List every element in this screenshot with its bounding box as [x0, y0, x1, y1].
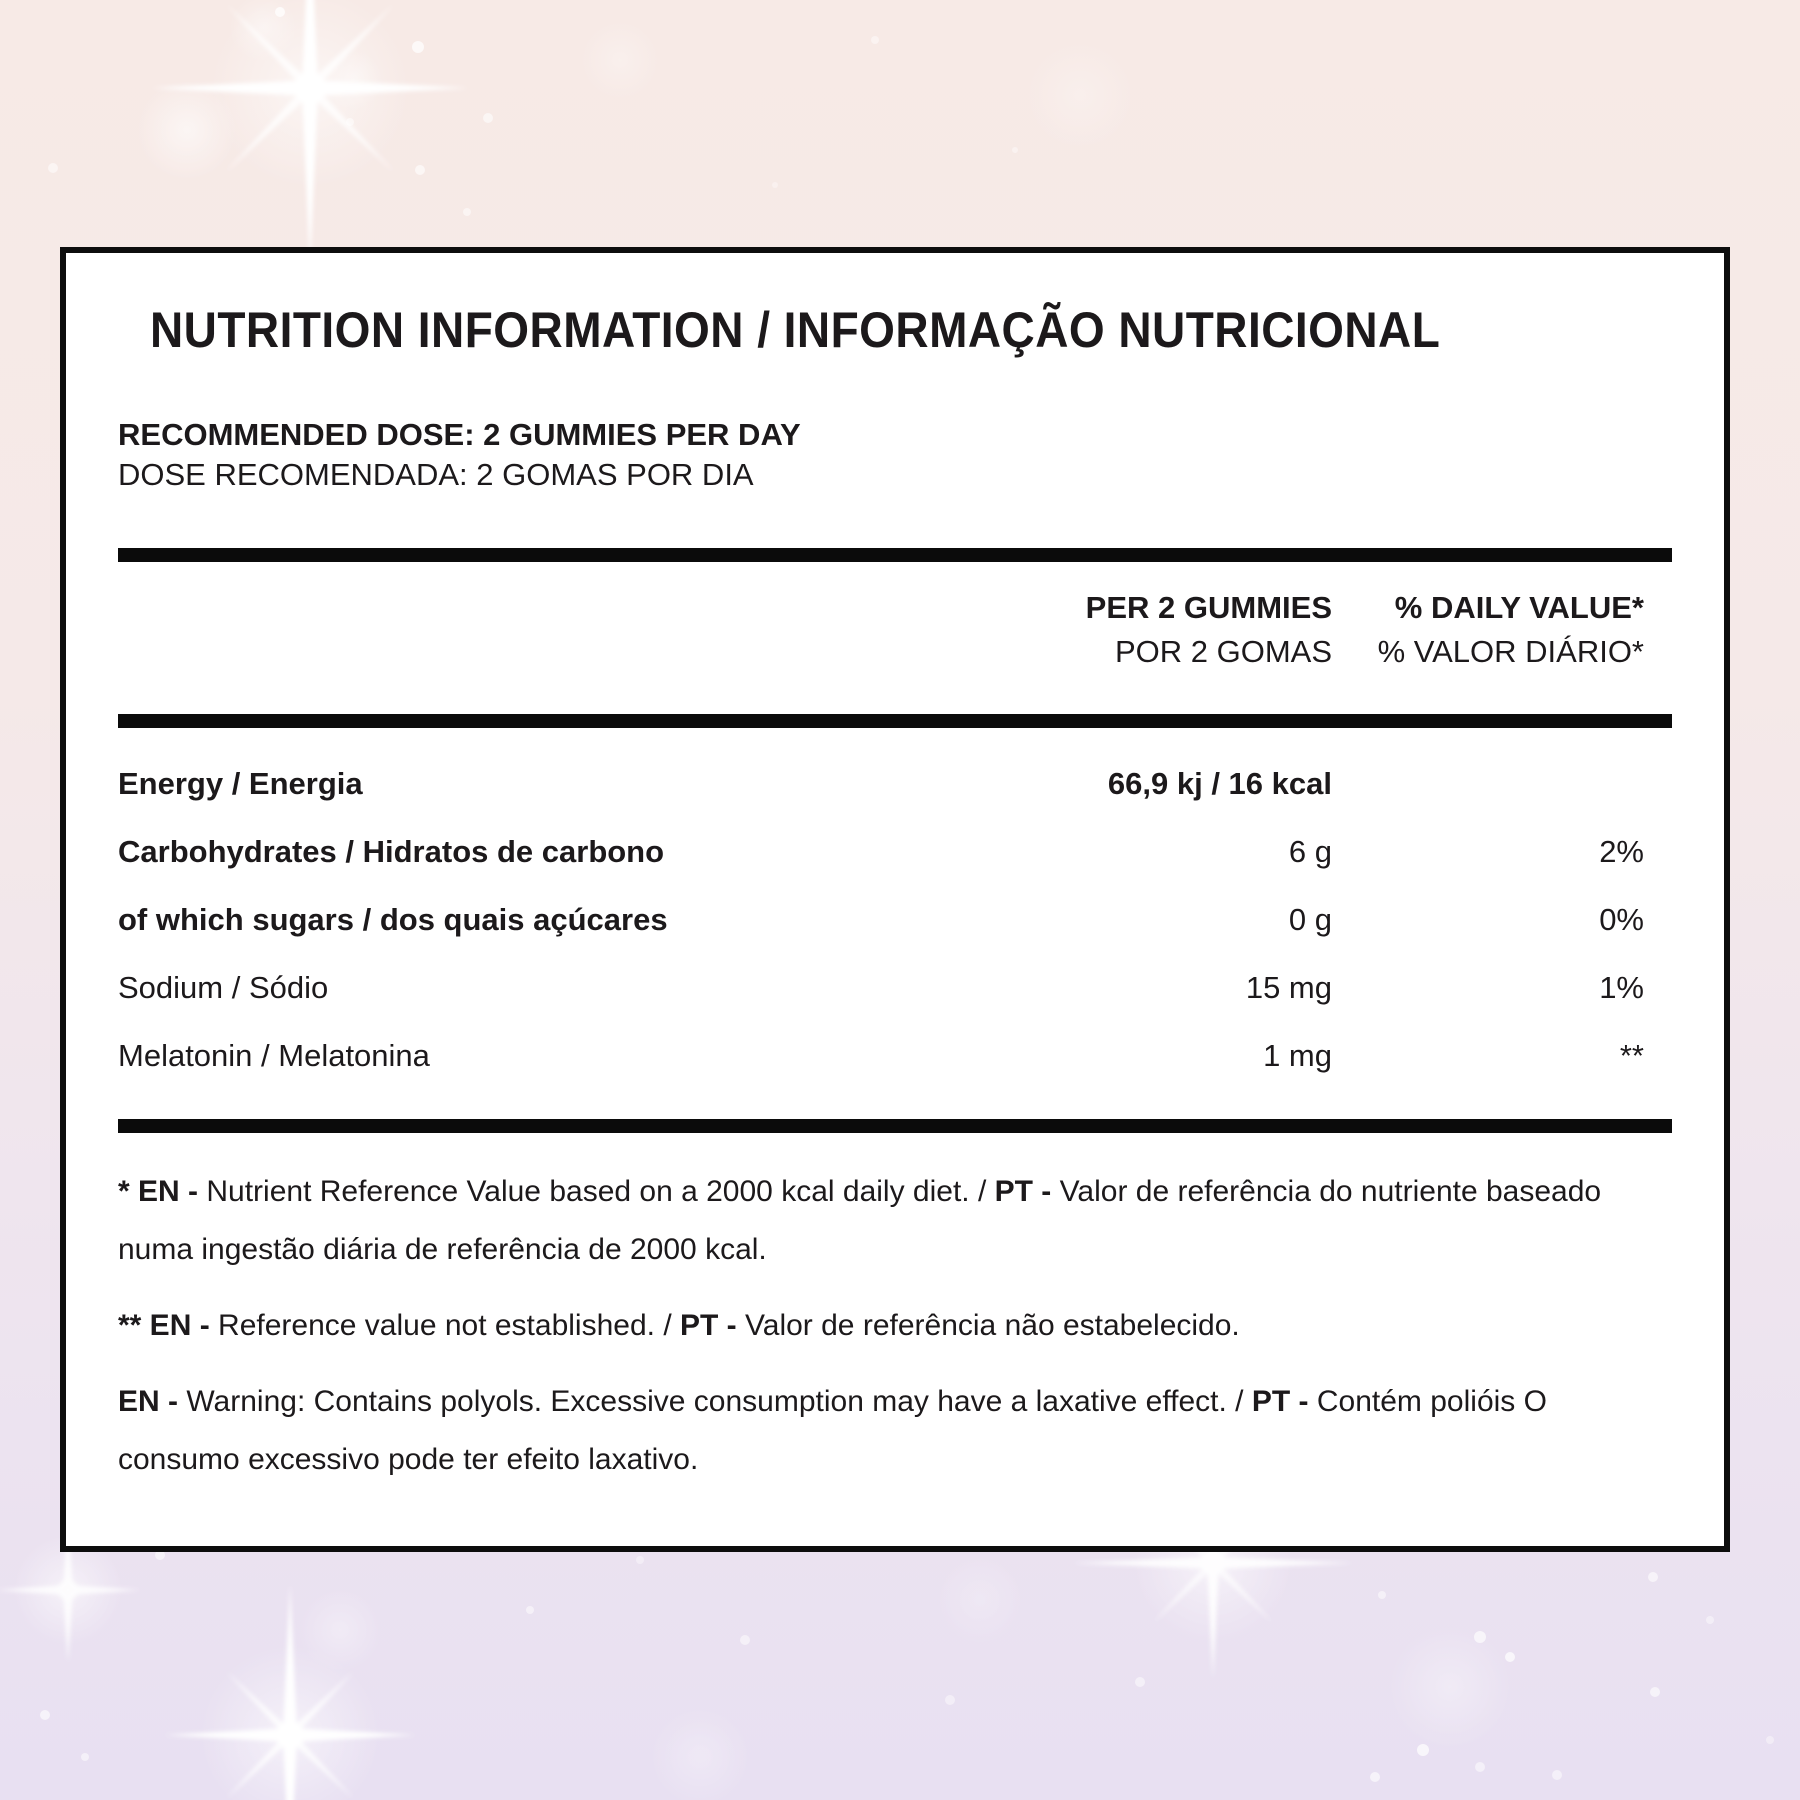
nutrient-name: Energy / Energia: [118, 766, 363, 801]
table-row: Sodium / Sódio 15 mg 1%: [118, 954, 1672, 1022]
table-row: of which sugars / dos quais açúcares 0 g 0…: [118, 886, 1672, 954]
nutrient-daily-value: 1%: [1599, 970, 1644, 1005]
sparkle-star-large: [152, 0, 468, 266]
page-title: NUTRITION INFORMATION / INFORMAÇÃO NUTRI…: [150, 302, 1441, 358]
column-header-daily-value-en: % DAILY VALUE*: [1394, 590, 1644, 625]
footnote: ** EN - Reference value not established.…: [118, 1297, 1672, 1355]
footnote-text: Nutrient Reference Value based on a 2000…: [206, 1175, 995, 1208]
footnote-text: Valor de referência do nutriente baseado…: [118, 1175, 1602, 1266]
footnote-text: Reference value not established. /: [218, 1309, 680, 1342]
bokeh-glow: [1388, 1625, 1512, 1749]
nutrient-rows: Energy / Energia 66,9 kj / 16 kcal Carbohy…: [118, 750, 1672, 1090]
column-header-amount-en: PER 2 GUMMIES: [1085, 590, 1332, 625]
divider-bar-header: [118, 714, 1672, 728]
dose-line-en: RECOMMENDED DOSE: 2 GUMMIES PER DAY: [118, 417, 801, 452]
bokeh-glow: [580, 20, 660, 100]
footnote-marker: PT -: [679, 1309, 745, 1342]
footnote-marker: ** EN -: [118, 1309, 219, 1342]
column-header-amount: PER 2 GUMMIES POR 2 GOMAS: [982, 586, 1332, 674]
nutrient-amount: 15 mg: [1245, 970, 1332, 1005]
footnote-text: Warning: Contains polyols. Excessive con…: [186, 1385, 1252, 1418]
dose-line-pt: DOSE RECOMENDADA: 2 GOMAS POR DIA: [118, 457, 754, 492]
nutrient-amount: 6 g: [1288, 834, 1332, 869]
footnote: * EN - Nutrient Reference Value based on…: [118, 1163, 1672, 1279]
table-row: Melatonin / Melatonina 1 mg **: [118, 1022, 1672, 1090]
footnote: EN - Warning: Contains polyols. Excessiv…: [118, 1373, 1672, 1489]
divider-bar-bottom: [118, 1119, 1672, 1133]
footnote-marker: * EN -: [118, 1175, 207, 1208]
recommended-dose: RECOMMENDED DOSE: 2 GUMMIES PER DAY DOSE…: [118, 415, 1672, 495]
footnote-text: Contém polióis O consumo excessivo pode …: [118, 1385, 1547, 1476]
sparkle-dots-top: [48, 7, 1018, 216]
footnote-marker: PT -: [1251, 1385, 1317, 1418]
table-row: Carbohydrates / Hidratos de carbono 6 g 2%: [118, 818, 1672, 886]
nutrient-name: Sodium / Sódio: [118, 970, 329, 1005]
sparkle-star-small: [0, 1518, 140, 1662]
nutrition-label-panel: NUTRITION INFORMATION / INFORMAÇÃO NUTRI…: [60, 247, 1730, 1552]
divider-bar-top: [118, 548, 1672, 562]
nutrient-amount: 0 g: [1288, 902, 1332, 937]
bokeh-glow: [650, 1707, 750, 1800]
nutrient-name: of which sugars / dos quais açúcares: [118, 902, 668, 937]
footnote-text: Valor de referência não estabelecido.: [744, 1309, 1240, 1342]
table-header: PER 2 GUMMIES POR 2 GOMAS % DAILY VALUE*…: [118, 586, 1672, 674]
footnote-marker: PT -: [994, 1175, 1060, 1208]
nutrient-daily-value: 0%: [1599, 902, 1644, 937]
nutrient-name: Melatonin / Melatonina: [118, 1038, 430, 1073]
sparkle-star-bottom: [165, 1585, 415, 1800]
header-spacer: [118, 586, 982, 674]
nutrient-daily-value: 2%: [1599, 834, 1644, 869]
bokeh-glow: [935, 1555, 1025, 1645]
nutrient-amount: 66,9 kj / 16 kcal: [1107, 766, 1332, 801]
column-header-daily-value-pt: % VALOR DIÁRIO*: [1377, 634, 1644, 669]
footnotes: * EN - Nutrient Reference Value based on…: [118, 1163, 1672, 1489]
nutrient-daily-value: **: [1619, 1038, 1644, 1073]
column-header-daily-value: % DAILY VALUE* % VALOR DIÁRIO*: [1332, 586, 1672, 674]
column-header-amount-pt: POR 2 GOMAS: [1114, 634, 1332, 669]
table-row: Energy / Energia 66,9 kj / 16 kcal: [118, 750, 1672, 818]
nutrient-amount: 1 mg: [1263, 1038, 1332, 1073]
sparkle-dots-bottom: [40, 1550, 1774, 1782]
nutrient-name: Carbohydrates / Hidratos de carbono: [118, 834, 665, 869]
bokeh-glow: [1025, 40, 1135, 150]
footnote-marker: EN -: [118, 1385, 187, 1418]
